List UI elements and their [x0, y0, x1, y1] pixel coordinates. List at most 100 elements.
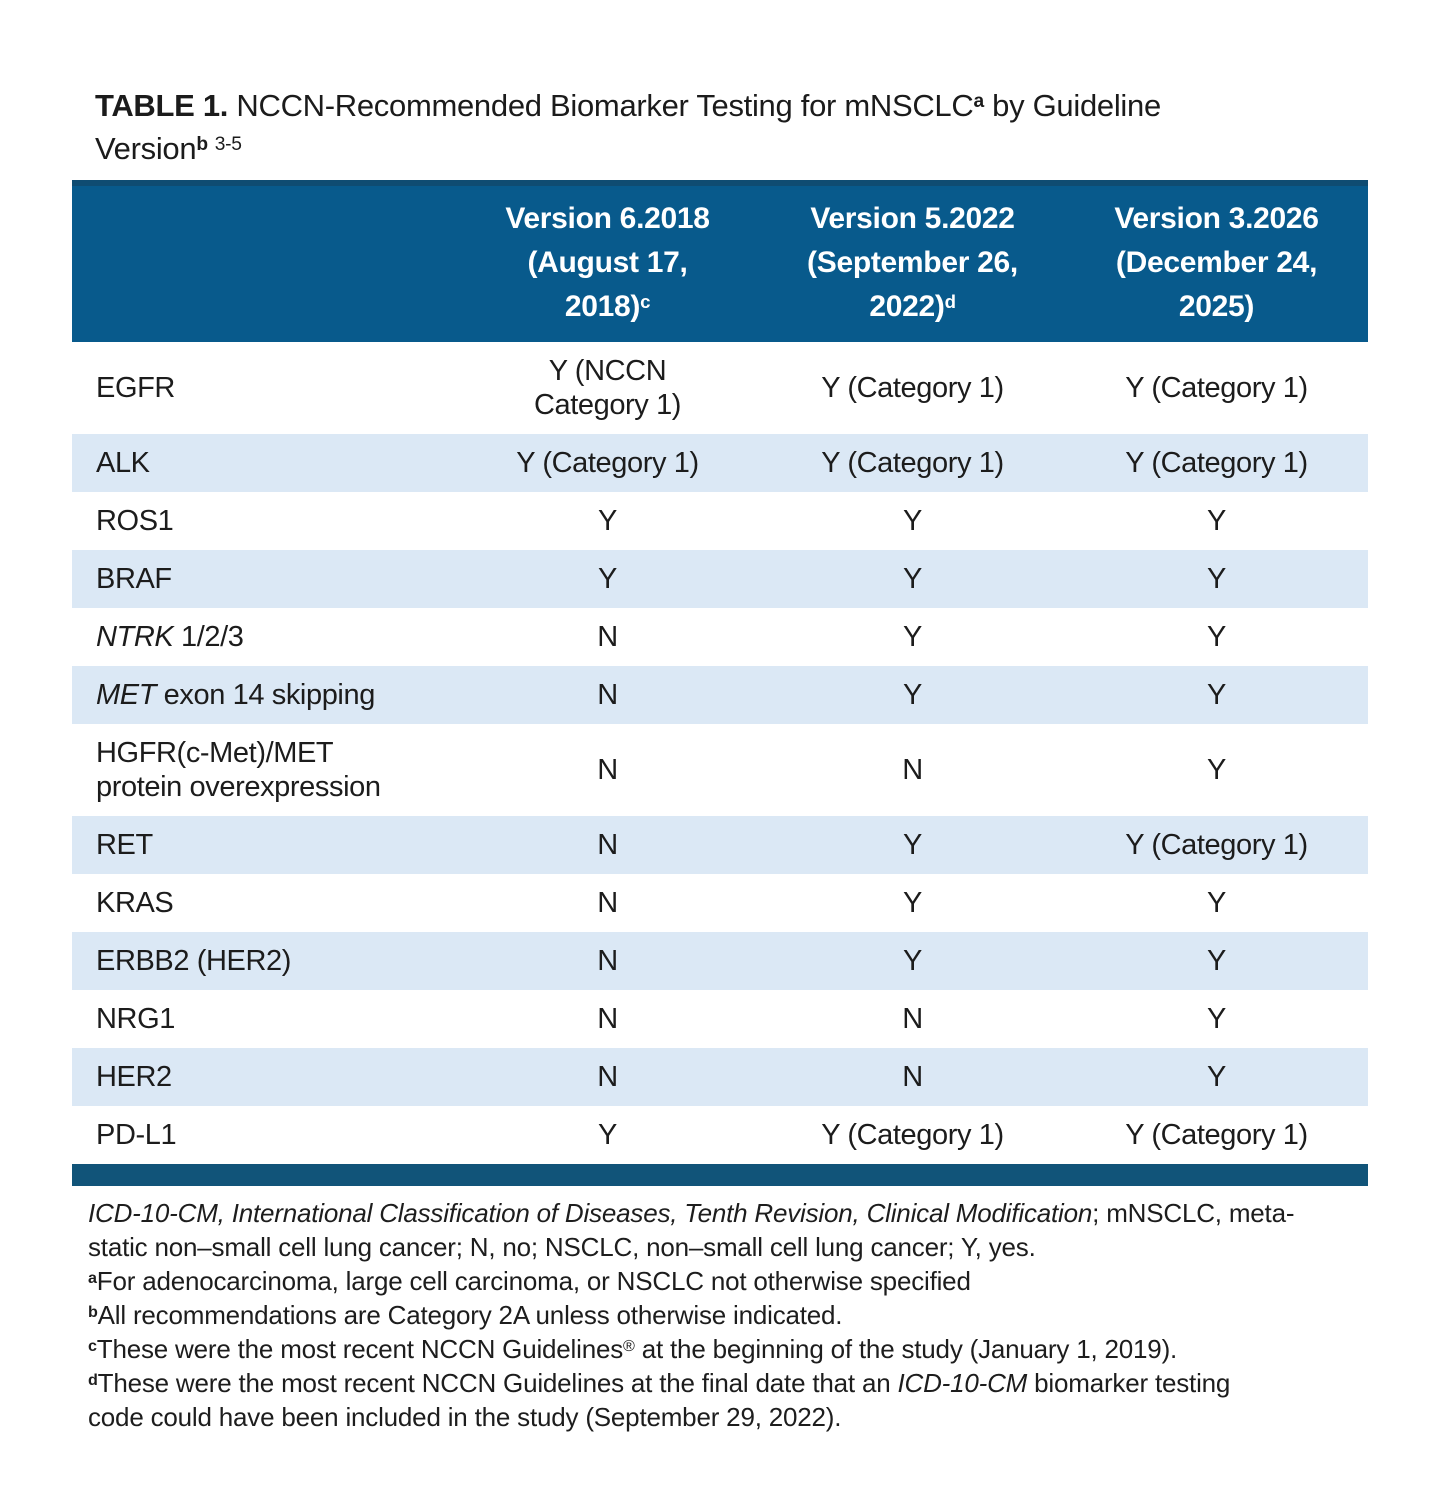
text-segment: These were the most recent NCCN Guidelin… [97, 1368, 898, 1398]
value-cell: Y [1065, 753, 1368, 787]
value-line: N [597, 621, 618, 653]
value-line: Y (Category 1) [1125, 447, 1308, 479]
gene-cell: MET exon 14 skipping [72, 678, 455, 712]
column-header: Version 3.2026 (December 24, 2025) [1065, 197, 1368, 329]
value-line: Y [598, 563, 617, 595]
column-header-superscript: d [944, 290, 956, 312]
value-line: Y [1207, 887, 1226, 919]
column-header-line: (August 17, [527, 246, 688, 279]
gene-name-line: EGFR [96, 371, 455, 405]
gene-cell: RET [72, 828, 455, 862]
column-header: Version 6.2018 (August 17, 2018)c [455, 197, 760, 329]
value-cell: N [455, 753, 760, 787]
value-cell: Y (NCCN Category 1) [455, 354, 760, 422]
gene-name-line: KRAS [96, 886, 455, 920]
value-cell: N [455, 620, 760, 654]
gene-cell: HER2 [72, 1060, 455, 1094]
value-cell: Y [1065, 562, 1368, 596]
value-cell: Y (Category 1) [760, 1118, 1065, 1152]
column-header-line: (September 26, [807, 246, 1018, 279]
value-line: Y [1207, 1003, 1226, 1035]
value-cell: N [760, 753, 1065, 787]
gene-cell: ROS1 [72, 504, 455, 538]
value-line: N [597, 754, 618, 786]
text-segment: HGFR(c-Met)/MET [96, 737, 334, 769]
value-line: Y [903, 563, 922, 595]
text-segment: static non–small cell lung cancer; N, no… [88, 1232, 1036, 1262]
value-cell: Y [1065, 504, 1368, 538]
text-segment: EGFR [96, 372, 175, 404]
gene-name-line: NRG1 [96, 1002, 455, 1036]
value-cell: Y [455, 1118, 760, 1152]
gene-name-line: ALK [96, 446, 455, 480]
gene-cell: HGFR(c-Met)/MET protein overexpression [72, 736, 455, 804]
value-line: Y (Category 1) [821, 372, 1004, 404]
table-title-superscript-b: b [196, 134, 208, 156]
column-header-line: (December 24, [1115, 246, 1318, 279]
value-line: Y (Category 1) [821, 1119, 1004, 1151]
value-line: Y [598, 505, 617, 537]
value-line: Y (Category 1) [1125, 829, 1308, 861]
value-cell: Y [1065, 1060, 1368, 1094]
footnote-line: ICD-10-CM, International Classification … [88, 1196, 1418, 1230]
footnotes: ICD-10-CM, International Classification … [88, 1196, 1418, 1434]
table-title-tail: by Guideline [983, 88, 1161, 123]
value-line: Y (Category 1) [1125, 372, 1308, 404]
text-segment: c [88, 1336, 97, 1355]
table-row: NRG1 N N Y [72, 990, 1368, 1048]
table-body: EGFR Y (NCCN Category 1) Y (Category 1) Y (C… [72, 342, 1368, 1164]
value-line: Y [903, 505, 922, 537]
value-line: N [597, 1061, 618, 1093]
footnote-line: cThese were the most recent NCCN Guideli… [88, 1332, 1418, 1366]
text-segment: NTRK [96, 621, 174, 653]
text-segment: d [88, 1370, 98, 1389]
biomarker-table: Version 6.2018 (August 17, 2018)c Version 5… [72, 180, 1368, 1186]
value-line: Y [1207, 621, 1226, 653]
gene-name-line: HER2 [96, 1060, 455, 1094]
gene-cell: EGFR [72, 371, 455, 405]
gene-name-line: MET exon 14 skipping [96, 678, 455, 712]
text-segment: All recommendations are Category 2A unle… [97, 1300, 843, 1330]
column-header-line: Version 3.2026 [1114, 202, 1319, 235]
value-line: N [902, 754, 923, 786]
footnote-line: aFor adenocarcinoma, large cell carcinom… [88, 1264, 1418, 1298]
value-cell: N [760, 1002, 1065, 1036]
gene-name-line: PD-L1 [96, 1118, 455, 1152]
value-line: Y [598, 1119, 617, 1151]
value-line: Y [1207, 679, 1226, 711]
value-cell: Y [760, 620, 1065, 654]
value-line: Y (Category 1) [516, 447, 699, 479]
gene-cell: PD-L1 [72, 1118, 455, 1152]
column-header: Version 5.2022 (September 26, 2022)d [760, 197, 1065, 329]
value-cell: Y [1065, 944, 1368, 978]
gene-name-line: protein overexpression [96, 770, 455, 804]
text-segment: ; mNSCLC, meta- [1092, 1198, 1295, 1228]
gene-name-line: ERBB2 (HER2) [96, 944, 455, 978]
table-row: KRAS N Y Y [72, 874, 1368, 932]
table-row: ROS1 Y Y Y [72, 492, 1368, 550]
table-header-row: Version 6.2018 (August 17, 2018)c Version 5… [72, 180, 1368, 342]
table-row: MET exon 14 skipping N Y Y [72, 666, 1368, 724]
value-line: N [597, 887, 618, 919]
value-cell: Y [760, 504, 1065, 538]
text-segment: protein overexpression [96, 771, 381, 803]
value-cell: N [455, 828, 760, 862]
table-title-text: NCCN-Recommended Biomarker Testing for m… [228, 88, 974, 123]
text-segment: For adenocarcinoma, large cell carcinoma… [96, 1266, 971, 1296]
value-cell: Y [760, 886, 1065, 920]
value-cell: N [455, 886, 760, 920]
table-title-label: TABLE 1. [95, 88, 229, 123]
text-segment: KRAS [96, 887, 174, 919]
gene-name-line: RET [96, 828, 455, 862]
value-cell: Y [455, 504, 760, 538]
value-cell: Y [1065, 1002, 1368, 1036]
value-cell: Y [760, 562, 1065, 596]
column-header-line: Version 6.2018 [505, 202, 710, 235]
table-row: ERBB2 (HER2) N Y Y [72, 932, 1368, 990]
value-cell: Y (Category 1) [455, 446, 760, 480]
table-row: NTRK 1/2/3 N Y Y [72, 608, 1368, 666]
text-segment: a [88, 1268, 97, 1287]
value-cell: N [455, 944, 760, 978]
gene-cell: ALK [72, 446, 455, 480]
